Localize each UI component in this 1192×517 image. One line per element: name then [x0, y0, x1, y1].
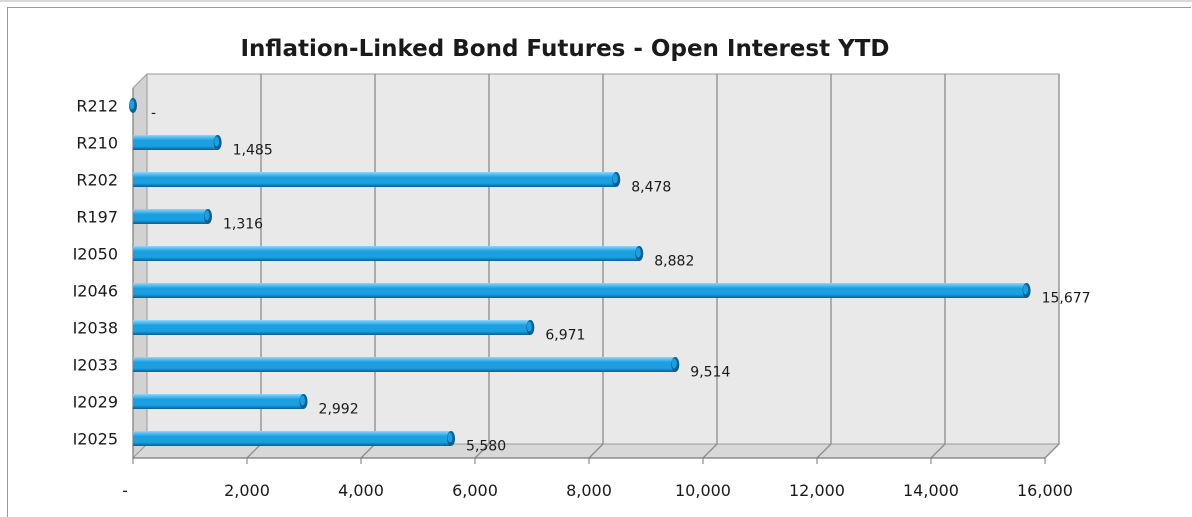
- data-label: 2,992: [319, 402, 359, 418]
- x-tick-label: 12,000: [789, 481, 845, 500]
- category-label: I2025: [73, 430, 118, 449]
- bar: [133, 431, 451, 446]
- bar-end-highlight: [448, 433, 453, 443]
- category-labels: R212 R210 R202 R197 I2050 I2046 I2038 I2033 I202…: [73, 97, 118, 449]
- category-label: I2033: [73, 356, 118, 375]
- data-label: 9,514: [690, 365, 730, 381]
- data-label: 5,580: [466, 439, 506, 455]
- bar: [133, 172, 616, 187]
- category-label: I2038: [73, 319, 118, 338]
- bar: [133, 320, 530, 335]
- x-tick-label: 4,000: [338, 481, 384, 500]
- bar-end-highlight: [1023, 285, 1028, 295]
- data-label: 8,478: [631, 180, 671, 196]
- bar: [133, 209, 208, 224]
- x-tick-label: 2,000: [224, 481, 270, 500]
- data-label: 8,882: [654, 254, 694, 270]
- bar: [133, 135, 218, 150]
- category-label: R210: [76, 134, 118, 153]
- x-tick-label: 8,000: [566, 481, 612, 500]
- bar: [133, 283, 1027, 298]
- x-tick-label: 6,000: [452, 481, 498, 500]
- data-label: 15,677: [1042, 291, 1091, 307]
- bar-end-highlight: [672, 359, 677, 369]
- bar-end-highlight: [205, 211, 210, 221]
- bar-end-highlight: [130, 100, 135, 110]
- data-label: 6,971: [545, 328, 585, 344]
- data-label: -: [151, 106, 156, 122]
- category-label: R212: [76, 97, 118, 116]
- data-label: 1,316: [223, 217, 263, 233]
- bar-end-highlight: [527, 322, 532, 332]
- bar: [133, 246, 639, 261]
- bar-end-highlight: [300, 396, 305, 406]
- bar-end-highlight: [636, 248, 641, 258]
- category-label: I2029: [73, 393, 118, 412]
- x-tick-label: 14,000: [903, 481, 959, 500]
- bar-end-highlight: [613, 174, 618, 184]
- x-tick-label: 16,000: [1017, 481, 1073, 500]
- data-label: 1,485: [233, 143, 273, 159]
- bar-end-highlight: [214, 137, 219, 147]
- category-label: I2046: [73, 282, 118, 301]
- category-label: I2050: [73, 245, 118, 264]
- chart-title: Inflation-Linked Bond Futures - Open Int…: [240, 36, 889, 62]
- x-tick-labels: - 2,000 4,000 6,000 8,000 10,000 12,000 14,000 1…: [122, 481, 1073, 500]
- category-label: R202: [76, 171, 118, 190]
- bar: [133, 394, 304, 409]
- x-tick-label: 10,000: [675, 481, 731, 500]
- x-tick-label: -: [122, 481, 128, 500]
- bar: [133, 357, 675, 372]
- category-label: R197: [76, 208, 118, 227]
